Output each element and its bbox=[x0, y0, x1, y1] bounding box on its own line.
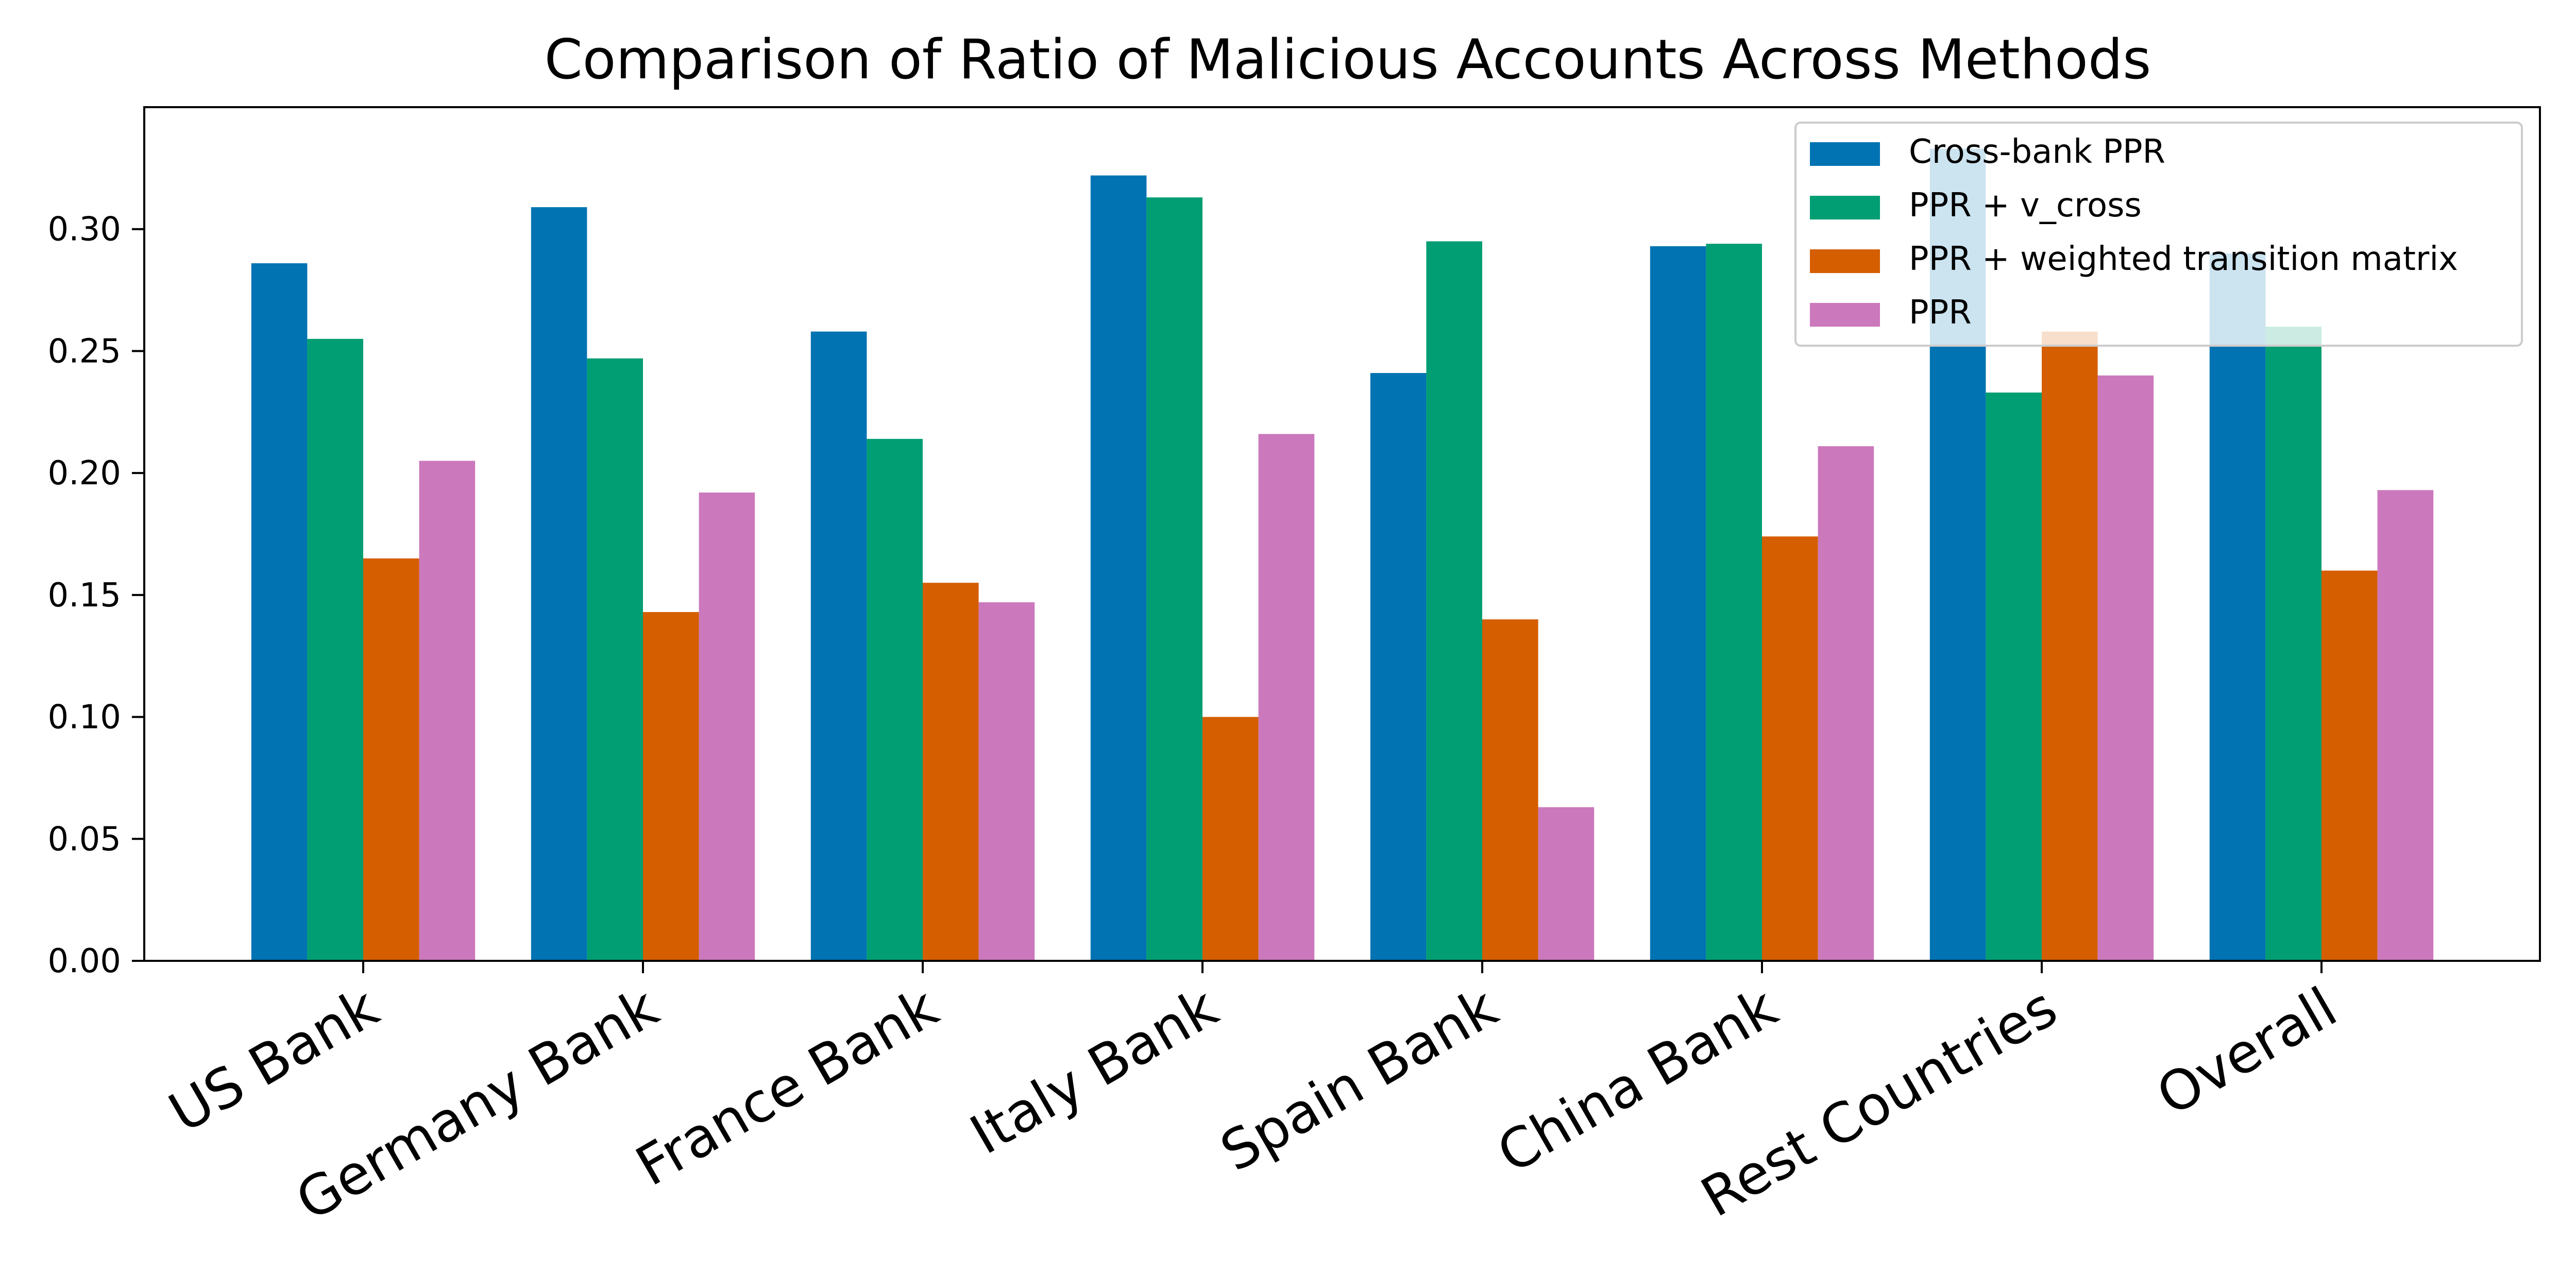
bar bbox=[2097, 375, 2154, 961]
bar-group bbox=[1090, 175, 1315, 961]
bar bbox=[1986, 392, 2042, 961]
y-tick-label: 0.20 bbox=[48, 454, 122, 493]
bar bbox=[307, 338, 363, 961]
bar bbox=[1370, 373, 1427, 961]
bar bbox=[587, 358, 643, 961]
bar bbox=[1482, 619, 1538, 961]
bar bbox=[419, 461, 476, 961]
bar bbox=[867, 438, 923, 961]
chart-title: Comparison of Ratio of Malicious Account… bbox=[545, 28, 2151, 91]
plot-frame bbox=[143, 106, 2541, 962]
bar bbox=[1146, 197, 1202, 961]
y-tick-label: 0.30 bbox=[48, 211, 122, 249]
legend-swatch bbox=[1810, 303, 1880, 327]
bar bbox=[363, 558, 419, 961]
bar bbox=[251, 263, 308, 961]
bar bbox=[2042, 331, 2098, 961]
legend-label: PPR + weighted transition matrix bbox=[1909, 240, 2458, 278]
bar bbox=[1202, 717, 1259, 961]
bar bbox=[1650, 246, 1706, 961]
bar-group bbox=[1650, 244, 1874, 961]
legend-item: PPR + weighted transition matrix bbox=[1810, 240, 2458, 278]
bar bbox=[643, 612, 699, 961]
legend-swatch bbox=[1810, 142, 1880, 166]
bar bbox=[978, 602, 1035, 961]
bar bbox=[1090, 175, 1147, 961]
bar bbox=[2321, 570, 2378, 961]
y-tick-label: 0.10 bbox=[48, 699, 122, 737]
bar bbox=[1818, 446, 1874, 961]
bar bbox=[531, 207, 587, 961]
legend-swatch bbox=[1810, 196, 1880, 219]
y-tick-label: 0.05 bbox=[48, 820, 122, 858]
legend-swatch bbox=[1810, 249, 1880, 273]
bar bbox=[699, 493, 755, 961]
bar bbox=[1706, 244, 1762, 961]
bars-layer bbox=[251, 148, 2434, 961]
legend: Cross-bank PPR PPR + v_cross PPR + weighte… bbox=[1794, 122, 2523, 347]
legend-box bbox=[1794, 122, 2523, 347]
bar bbox=[1258, 434, 1315, 961]
bar bbox=[810, 331, 867, 961]
bar bbox=[1538, 807, 1595, 961]
legend-item: PPR + v_cross bbox=[1810, 187, 2142, 225]
legend-label: Cross-bank PPR bbox=[1909, 133, 2165, 171]
bar-group bbox=[531, 207, 755, 961]
legend-item: Cross-bank PPR bbox=[1810, 133, 2165, 171]
bar bbox=[2209, 253, 2266, 961]
bar bbox=[923, 583, 979, 961]
y-tick-label: 0.15 bbox=[48, 577, 122, 615]
bar-group bbox=[1370, 241, 1595, 961]
bar bbox=[2377, 490, 2434, 961]
bar bbox=[2265, 327, 2321, 961]
bar-group bbox=[251, 263, 476, 961]
bar bbox=[1762, 536, 1818, 961]
bar bbox=[1426, 241, 1482, 961]
legend-label: PPR + v_cross bbox=[1909, 187, 2142, 225]
legend-item: PPR bbox=[1810, 294, 1972, 332]
bar-group bbox=[810, 331, 1035, 961]
y-tick-label: 0.25 bbox=[48, 332, 122, 370]
y-tick-label: 0.00 bbox=[48, 942, 122, 980]
bar-group bbox=[2209, 253, 2434, 961]
legend-label: PPR bbox=[1909, 294, 1972, 332]
